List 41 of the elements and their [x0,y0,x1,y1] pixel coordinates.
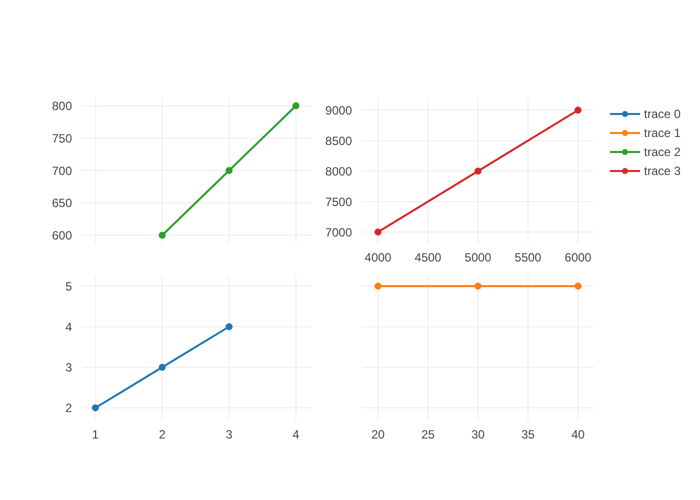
point [158,364,166,371]
y-tick-label: 800 [52,99,72,114]
y-tick-label: 9000 [325,103,352,118]
x-tick-label: 4500 [414,250,442,265]
y-tick-label: 750 [52,131,72,146]
point [574,106,582,114]
x-tick-label: 5000 [464,250,492,265]
x-tick-label: 35 [521,428,535,442]
x-tick-label: 40 [571,428,585,442]
y-tick-label: 7000 [325,225,352,240]
point [374,228,382,236]
y-tick-label: 4 [65,320,72,334]
y-tick-label: 5 [65,279,72,294]
legend-label: trace 0 [644,106,681,120]
x-tick-label: 2 [158,428,166,442]
point [92,404,99,412]
y-tick-label: 7500 [325,194,352,209]
y-tick-label: 8000 [325,164,352,178]
x-tick-label: 1 [92,428,100,442]
y-tick-label: 8500 [325,134,352,148]
x-tick-label: 30 [471,428,485,442]
point [226,323,233,330]
x-tick-label: 6000 [564,250,592,265]
y-tick-label: 2 [65,401,72,416]
point [226,167,233,174]
y-tick-label: 700 [52,164,72,178]
x-tick-label: 25 [421,428,435,442]
point [474,168,482,175]
legend-label: trace 3 [644,164,681,178]
x-tick-label: 4000 [364,250,392,265]
x-tick-label: 4 [292,428,300,442]
point [158,232,166,239]
x-tick-label: 20 [371,428,385,442]
point [292,102,300,110]
y-tick-label: 600 [52,228,72,242]
y-tick-label: 650 [52,196,72,210]
y-tick-label: 3 [65,360,72,375]
x-tick-label: 5500 [514,250,542,265]
legend-label: trace 2 [644,144,681,158]
x-tick-label: 3 [226,428,233,442]
legend-label: trace 1 [644,126,681,140]
